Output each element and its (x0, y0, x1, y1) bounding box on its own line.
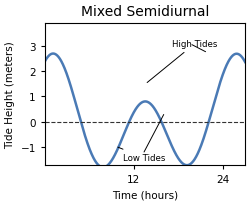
Y-axis label: Tide Height (meters): Tide Height (meters) (5, 41, 15, 148)
X-axis label: Time (hours): Time (hours) (112, 189, 178, 199)
Text: High Tides: High Tides (147, 40, 218, 83)
Title: Mixed Semidiurnal: Mixed Semidiurnal (81, 5, 209, 19)
Text: Low Tides: Low Tides (118, 147, 165, 162)
